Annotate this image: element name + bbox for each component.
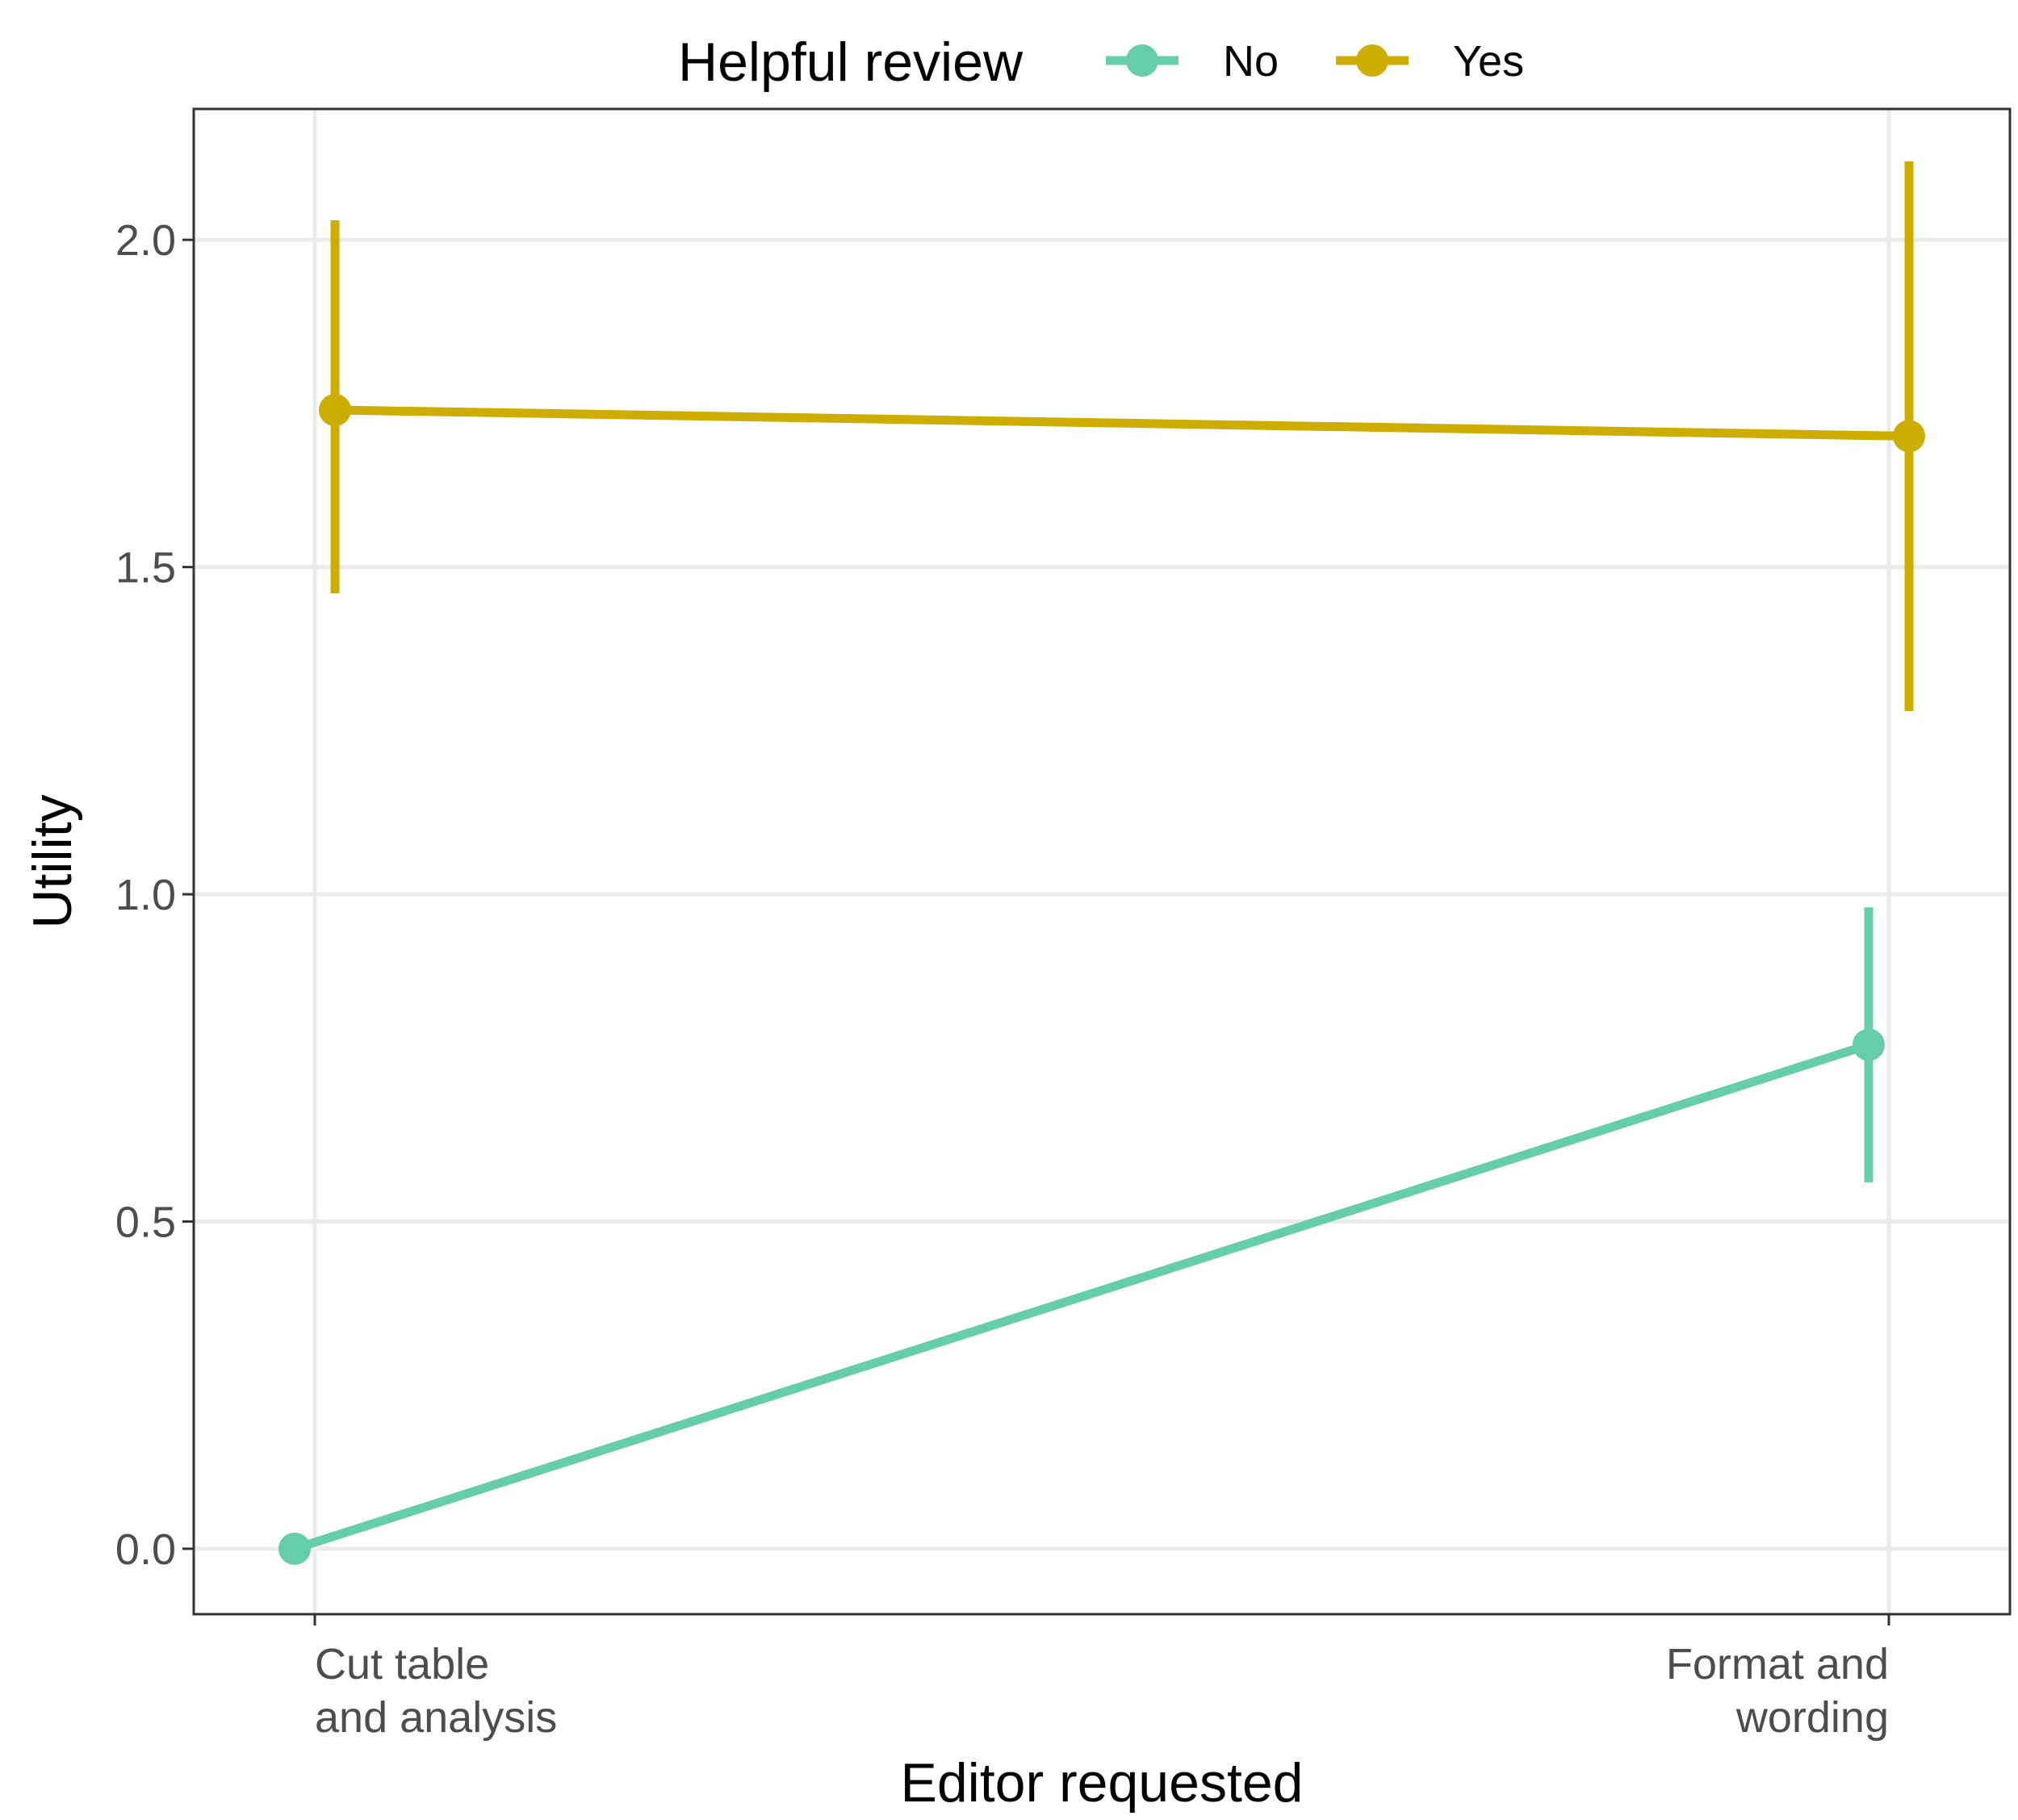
x-axis-title: Editor requested: [901, 1752, 1304, 1814]
y-axis-title: Utility: [22, 794, 83, 928]
y-tick-label: 1.0: [115, 871, 176, 919]
axes: 0.0 0.5 1.0 1.5 2.0 Cut table and analysis Form…: [115, 216, 1890, 1742]
x-tick-label: Cut table and analysis: [315, 1640, 557, 1742]
series-no: [278, 907, 1885, 1565]
legend-title: Helpful review: [678, 31, 1024, 93]
data-point: [319, 394, 351, 426]
legend-key-point: [1356, 44, 1388, 77]
y-tick-label: 0.0: [115, 1525, 176, 1574]
y-tick-label: 1.5: [115, 544, 176, 592]
series-layer: [278, 161, 1925, 1565]
x-tick-label: Format and wording: [1666, 1640, 1889, 1742]
series-yes: [319, 161, 1925, 711]
y-tick-label: 0.5: [115, 1198, 176, 1246]
legend-item-no: No: [1106, 37, 1279, 86]
data-point: [1893, 420, 1925, 453]
legend-key-point: [1126, 44, 1158, 77]
legend-label: No: [1223, 37, 1279, 86]
plot-panel-border: [192, 107, 2012, 1616]
legend-item-yes: Yes: [1336, 37, 1524, 86]
legend-label: Yes: [1453, 37, 1524, 86]
grid-lines: [194, 109, 2010, 1614]
data-point: [278, 1532, 311, 1565]
data-point: [1853, 1028, 1885, 1061]
series-line: [293, 1040, 1870, 1554]
legend: Helpful review No Yes: [678, 31, 1524, 93]
y-tick-label: 2.0: [115, 216, 176, 265]
series-line: [334, 405, 1910, 441]
